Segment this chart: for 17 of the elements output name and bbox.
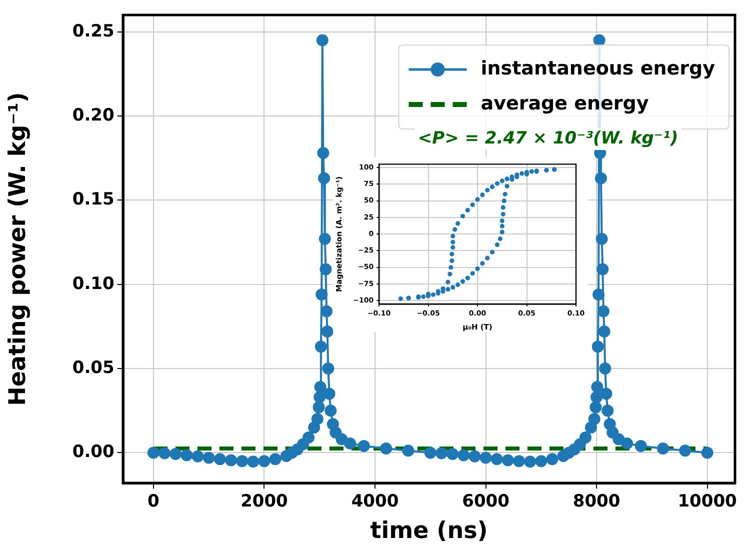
y-tick-label: 0.25 [72,21,114,42]
x-tick-label: 2000 [240,491,288,512]
x-tick-label: 0 [148,491,160,512]
legend-label: average energy [480,92,650,114]
y-tick-label: 0.20 [72,105,114,126]
y-tick-label: 0.15 [72,190,114,210]
y-tick-label: 0.05 [72,358,114,378]
x-tick-label: 6000 [462,491,510,512]
x-axis-title: time (ns) [370,518,488,544]
y-tick-label: 0.10 [72,274,114,294]
y-tick-label: 0.00 [72,442,114,462]
x-tick-label: 8000 [572,491,620,512]
x-tick-label: 4000 [351,491,399,512]
annotation: <P> = 2.47 × 10⁻³(W. kg⁻¹) [418,128,678,148]
y-axis-title: Heating power (W. kg⁻¹) [4,92,31,406]
legend-label: instantaneous energy [480,57,716,80]
x-tick-label: 10000 [678,491,738,512]
